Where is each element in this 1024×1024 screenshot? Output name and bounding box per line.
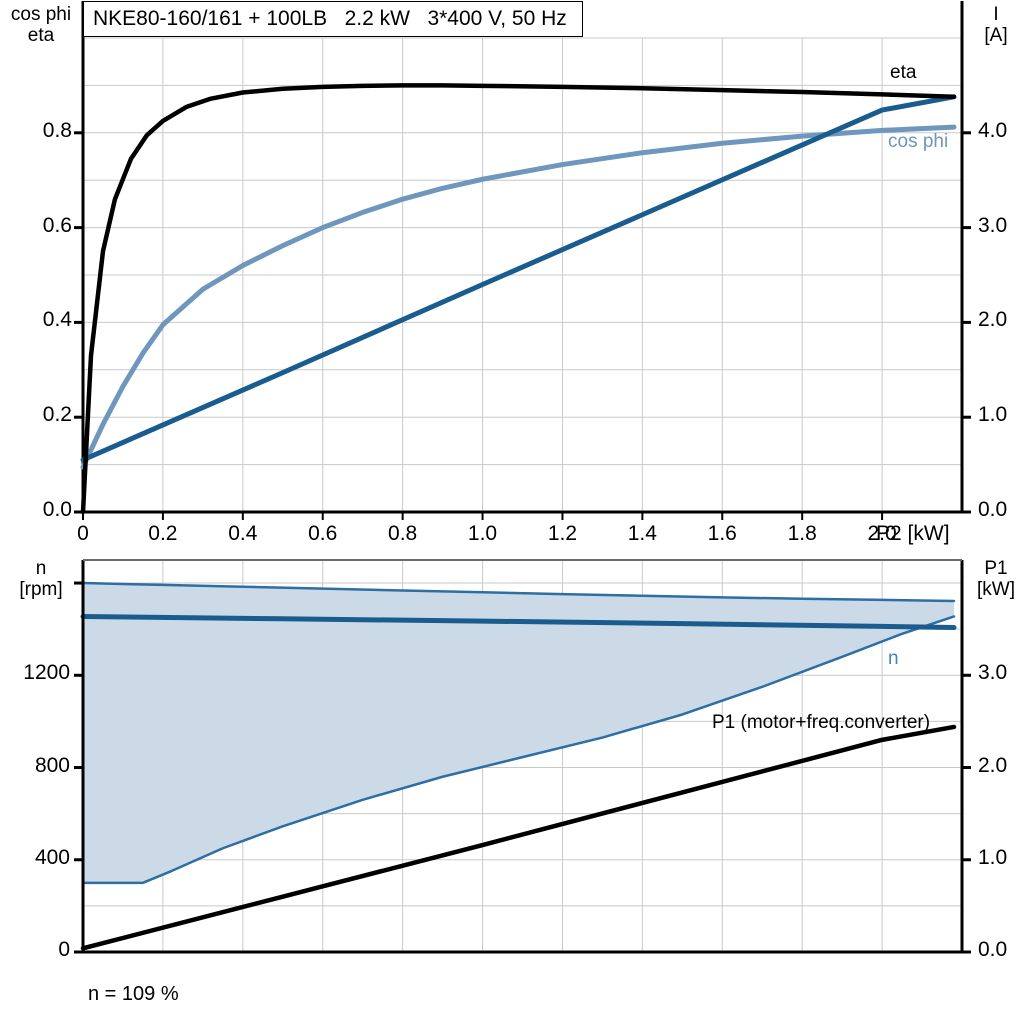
x-tick-label: 0.6	[308, 522, 338, 545]
series-label-n: n	[888, 648, 899, 669]
bottom-right-axis-label: P1 [kW]	[977, 558, 1015, 600]
x-tick-label: 0.2	[148, 522, 178, 545]
series-label-eta: eta	[890, 62, 917, 83]
speed-note: n = 109 %	[88, 983, 179, 1005]
x-tick-label: 1.8	[787, 522, 817, 545]
x-tick-label: 1.4	[627, 522, 657, 545]
top-chart-canvas	[74, 1, 971, 520]
bottom-chart-canvas	[74, 559, 971, 954]
series-label-p1: P1 (motor+freq.converter)	[712, 712, 931, 733]
x-tick-label: 1.0	[467, 522, 498, 545]
series-label-cos-phi: cos phi	[888, 131, 949, 152]
x-tick-label: 2.0	[867, 522, 897, 545]
x-tick-label: 0	[77, 522, 89, 545]
x-tick-label: 1.6	[707, 522, 737, 545]
x-tick-label: 0.4	[228, 522, 258, 545]
top-right-axis-label: I [A]	[984, 4, 1008, 46]
x-axis-title: P2 [kW]	[876, 522, 950, 545]
x-tick-label: 1.2	[547, 522, 578, 545]
bottom-left-axis-label: n [rpm]	[19, 558, 63, 600]
x-tick-label: 0.8	[388, 522, 418, 545]
bottom-chart: n [rpm] P1 [kW] n P1 (motor+freq.convert…	[0, 540, 1024, 1024]
top-chart: NKE80-160/161 + 100LB 2.2 kW 3*400 V, 50…	[10, 1, 1008, 545]
page-title: NKE80-160/161 + 100LB 2.2 kW 3*400 V, 50…	[93, 7, 567, 30]
top-left-axis-label: cos phi eta	[10, 4, 72, 46]
chart-title-box: NKE80-160/161 + 100LB 2.2 kW 3*400 V, 50…	[83, 1, 583, 37]
